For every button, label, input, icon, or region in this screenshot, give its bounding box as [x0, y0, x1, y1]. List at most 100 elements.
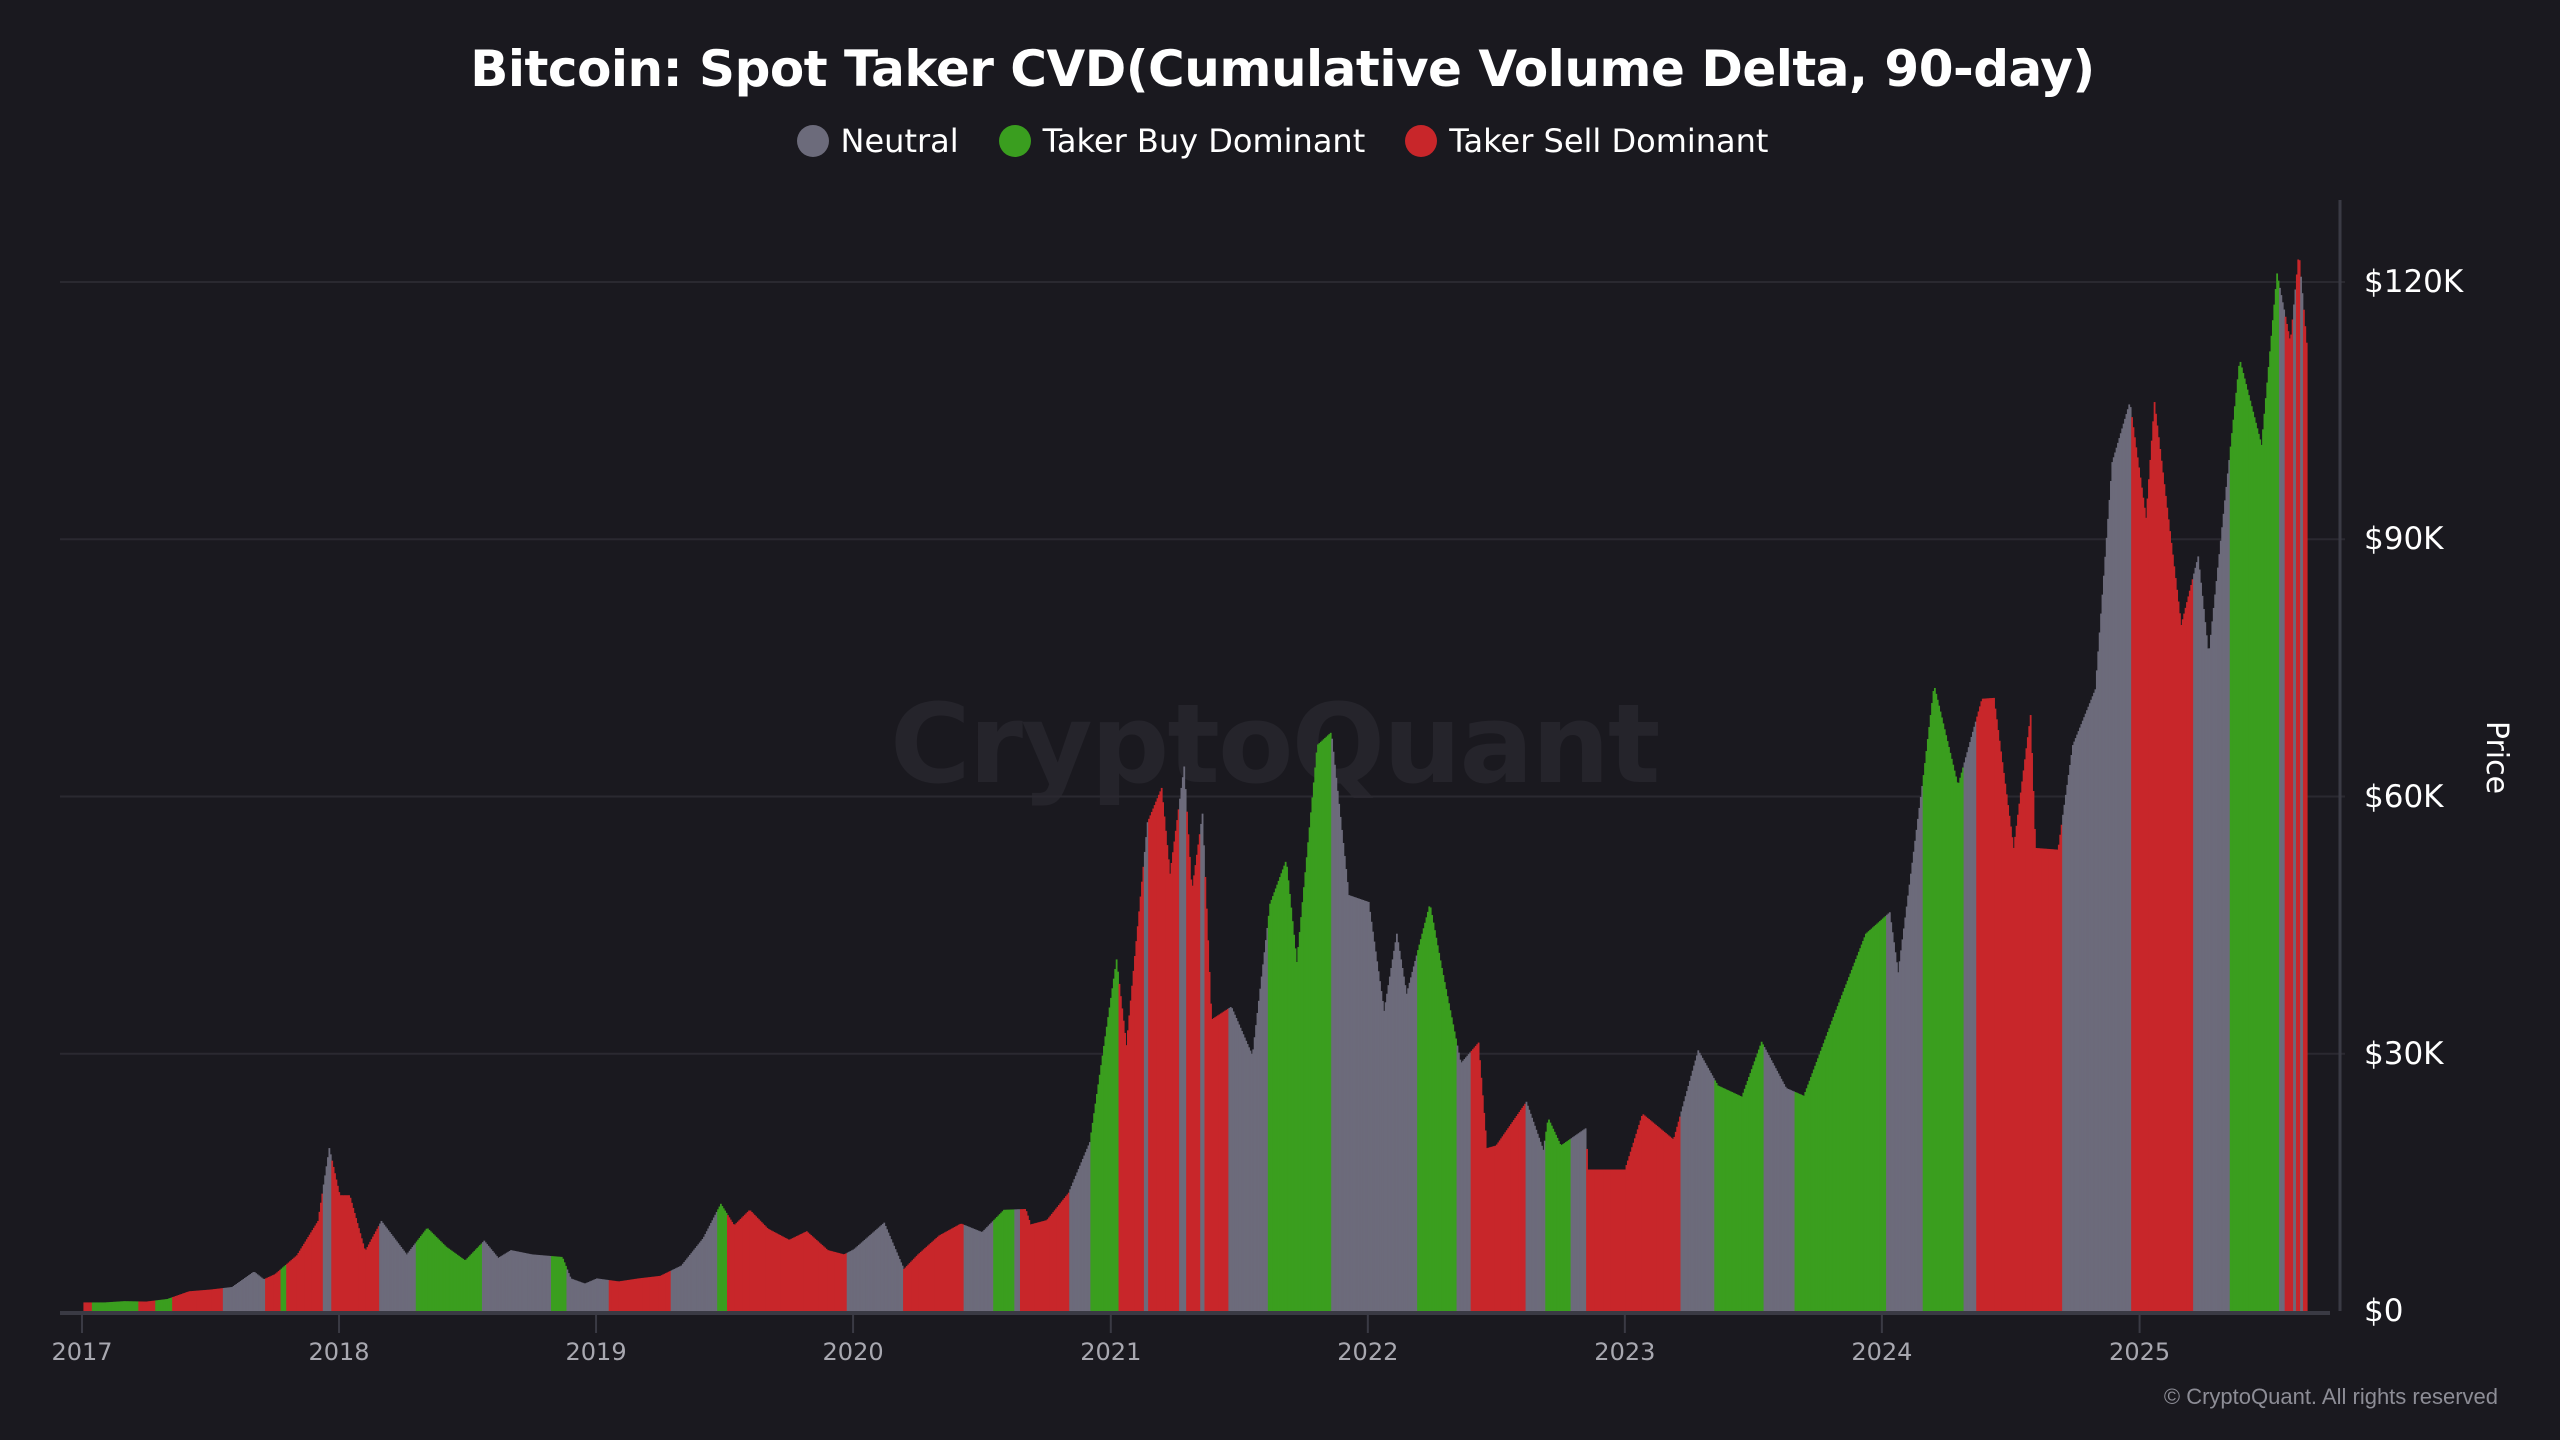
price-bar: [2283, 309, 2286, 1311]
price-bar: [1746, 1080, 1749, 1311]
price-bar: [574, 1280, 577, 1311]
price-bar: [2166, 507, 2169, 1311]
price-bar: [1236, 1021, 1239, 1311]
price-bar: [590, 1280, 593, 1311]
price-bar: [2280, 295, 2283, 1312]
price-bar: [234, 1285, 236, 1311]
price-bar: [2124, 418, 2126, 1311]
price-bar: [2188, 590, 2191, 1311]
price-bar: [2081, 720, 2084, 1311]
price-bar: [812, 1237, 815, 1311]
price-bar: [1619, 1169, 1622, 1311]
price-bar: [1898, 961, 1901, 1311]
price-bar: [1732, 1092, 1735, 1311]
price-bar: [1384, 1002, 1387, 1311]
legend: Neutral Taker Buy Dominant Taker Sell Do…: [0, 122, 2560, 160]
price-bar: [641, 1278, 643, 1311]
price-bar: [587, 1282, 590, 1311]
price-bar: [2202, 608, 2205, 1311]
price-bar: [2101, 594, 2104, 1311]
price-bar: [1842, 991, 1845, 1311]
price-bar: [2194, 567, 2197, 1311]
price-bar: [217, 1288, 220, 1311]
price-bar: [2149, 459, 2152, 1311]
price-bar: [1250, 1053, 1253, 1311]
price-bar: [1460, 1062, 1463, 1311]
price-bar: [2177, 601, 2180, 1311]
price-bar: [2173, 566, 2176, 1311]
price-bar: [312, 1227, 315, 1311]
price-bar: [1669, 1136, 1672, 1311]
price-bar: [498, 1256, 501, 1311]
price-bar: [372, 1236, 374, 1311]
price-bar: [838, 1253, 841, 1311]
price-bar: [1422, 928, 1425, 1311]
price-bar: [1315, 752, 1318, 1311]
price-bar: [955, 1226, 957, 1311]
price-bar: [760, 1222, 763, 1311]
price-bar: [558, 1256, 560, 1311]
price-bar: [2290, 334, 2293, 1311]
price-bar: [2217, 567, 2219, 1311]
price-bar: [988, 1224, 991, 1311]
price-bar: [2162, 472, 2164, 1312]
legend-item-sell[interactable]: Taker Sell Dominant: [1405, 122, 1768, 160]
legend-item-neutral[interactable]: Neutral: [796, 122, 959, 160]
price-bar: [1869, 929, 1872, 1311]
price-bar: [2248, 395, 2250, 1311]
price-bar: [2179, 613, 2181, 1311]
price-bar: [962, 1224, 965, 1311]
price-bar: [1457, 1052, 1460, 1311]
price-bar: [177, 1295, 180, 1311]
price-bar: [1408, 982, 1411, 1311]
price-bar: [2295, 274, 2298, 1311]
price-bar: [331, 1160, 334, 1311]
price-bar: [89, 1302, 91, 1311]
price-bar: [556, 1256, 559, 1311]
price-bar: [2184, 607, 2187, 1311]
price-bar: [220, 1288, 222, 1311]
price-bar: [842, 1254, 845, 1311]
price-bar: [1893, 942, 1895, 1311]
price-bar: [1907, 895, 1910, 1311]
price-bar: [2094, 689, 2097, 1311]
price-bar: [1769, 1057, 1772, 1311]
price-bar: [379, 1223, 381, 1311]
price-bar: [1110, 997, 1112, 1311]
price-bar: [2115, 447, 2118, 1311]
price-bar: [1739, 1095, 1742, 1311]
price-bar: [1132, 970, 1135, 1311]
price-bar: [505, 1252, 508, 1311]
price-bar: [259, 1276, 262, 1311]
price-bar: [917, 1254, 919, 1311]
price-bar: [2186, 602, 2188, 1311]
price-bar: [1431, 915, 1434, 1311]
price-bar: [773, 1232, 776, 1311]
price-bar: [417, 1239, 419, 1311]
price-bar: [1322, 739, 1325, 1311]
price-bar: [966, 1226, 969, 1311]
price-bar: [691, 1251, 694, 1311]
price-bar: [2190, 584, 2193, 1311]
price-bar: [1895, 962, 1898, 1311]
price-bar: [1557, 1140, 1560, 1311]
price-bar: [976, 1230, 979, 1311]
price-bar: [1980, 701, 1983, 1311]
price-bar: [1443, 982, 1446, 1311]
price-bar: [1608, 1169, 1611, 1311]
price-bar: [1583, 1129, 1586, 1311]
price-bar: [665, 1273, 667, 1311]
legend-item-buy[interactable]: Taker Buy Dominant: [998, 122, 1365, 160]
price-bar: [790, 1238, 793, 1311]
price-bar: [1019, 1209, 1022, 1311]
price-bar: [776, 1233, 779, 1311]
price-bar: [1667, 1135, 1670, 1311]
price-bar: [248, 1275, 250, 1311]
price-bar: [897, 1255, 900, 1311]
price-bar: [2294, 289, 2297, 1311]
price-bar: [501, 1255, 504, 1311]
price-bar: [1541, 1145, 1543, 1311]
price-bar: [2063, 804, 2066, 1311]
price-bar: [1562, 1144, 1564, 1311]
price-bar: [2239, 361, 2242, 1311]
